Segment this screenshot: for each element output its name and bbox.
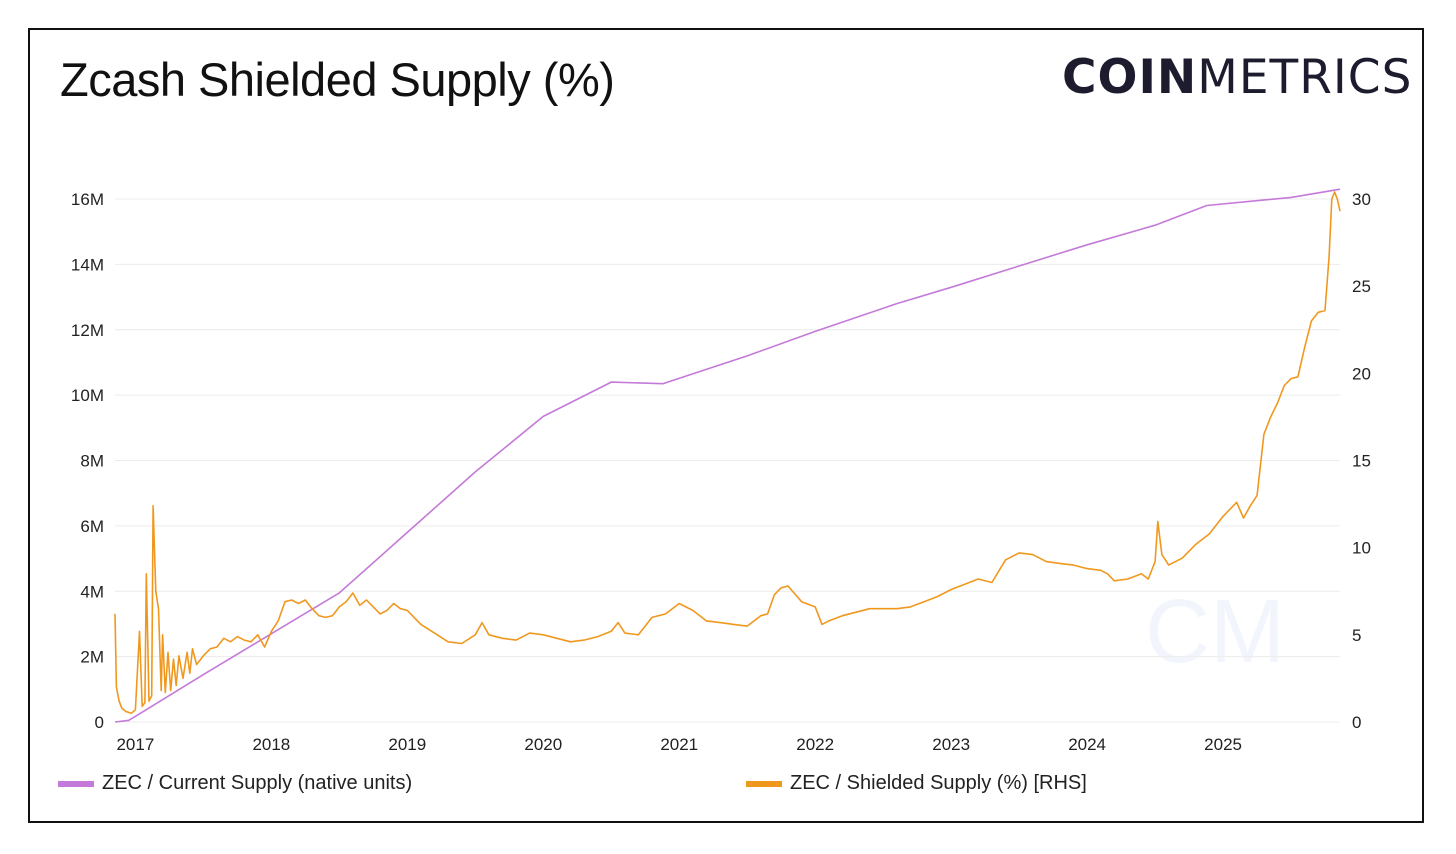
left-tick-label: 6M [80,517,104,536]
logo-bold-text: COIN [1062,50,1198,105]
legend-item-supply: ZEC / Current Supply (native units) [58,772,412,795]
left-axis-ticks: 0 2M 4M 6M 8M 10M 12M 14M 16M [71,190,104,732]
right-axis-ticks: 0 5 10 15 20 25 30 [1352,190,1371,732]
right-tick-label: 10 [1352,539,1371,558]
right-tick-label: 0 [1352,713,1361,732]
x-tick-label: 2021 [660,735,698,754]
left-tick-label: 8M [80,452,104,471]
left-tick-label: 12M [71,321,104,340]
right-tick-label: 5 [1352,626,1361,645]
current-supply-line [114,188,1341,723]
right-tick-label: 20 [1352,364,1371,383]
right-tick-label: 25 [1352,277,1371,296]
coinmetrics-logo: COINMETRICS [1062,50,1412,105]
legend-swatch-shielded [746,780,782,787]
right-tick-label: 30 [1352,190,1371,209]
legend-label-shielded: ZEC / Shielded Supply (%) [RHS] [790,772,1087,794]
left-tick-label: 10M [71,386,104,405]
x-tick-label: 2024 [1068,735,1106,754]
series-lines [114,188,1341,723]
chart-frame [28,28,1424,823]
x-tick-label: 2022 [796,735,834,754]
x-tick-label: 2018 [252,735,290,754]
logo-light-text: METRICS [1197,50,1413,105]
watermark-text: CM [1145,582,1285,682]
right-tick-label: 15 [1352,452,1371,471]
gridlines [115,198,1340,723]
legend-label-supply: ZEC / Current Supply (native units) [102,772,413,794]
left-tick-label: 2M [80,648,104,667]
x-tick-label: 2019 [388,735,426,754]
x-tick-label: 2025 [1204,735,1242,754]
legend-item-shielded: ZEC / Shielded Supply (%) [RHS] [746,772,1087,795]
left-tick-label: 4M [80,582,104,601]
left-tick-label: 14M [71,255,104,274]
legend-swatch-supply [58,780,94,787]
left-tick-label: 16M [71,190,104,209]
x-tick-label: 2023 [932,735,970,754]
x-tick-label: 2020 [524,735,562,754]
page-title: Zcash Shielded Supply (%) [60,53,615,106]
x-axis-ticks: 2017 2018 2019 2020 2021 2022 2023 2024 2025 [116,735,1242,754]
shielded-supply-line [114,191,1341,715]
x-tick-label: 2017 [116,735,154,754]
left-tick-label: 0 [95,713,104,732]
